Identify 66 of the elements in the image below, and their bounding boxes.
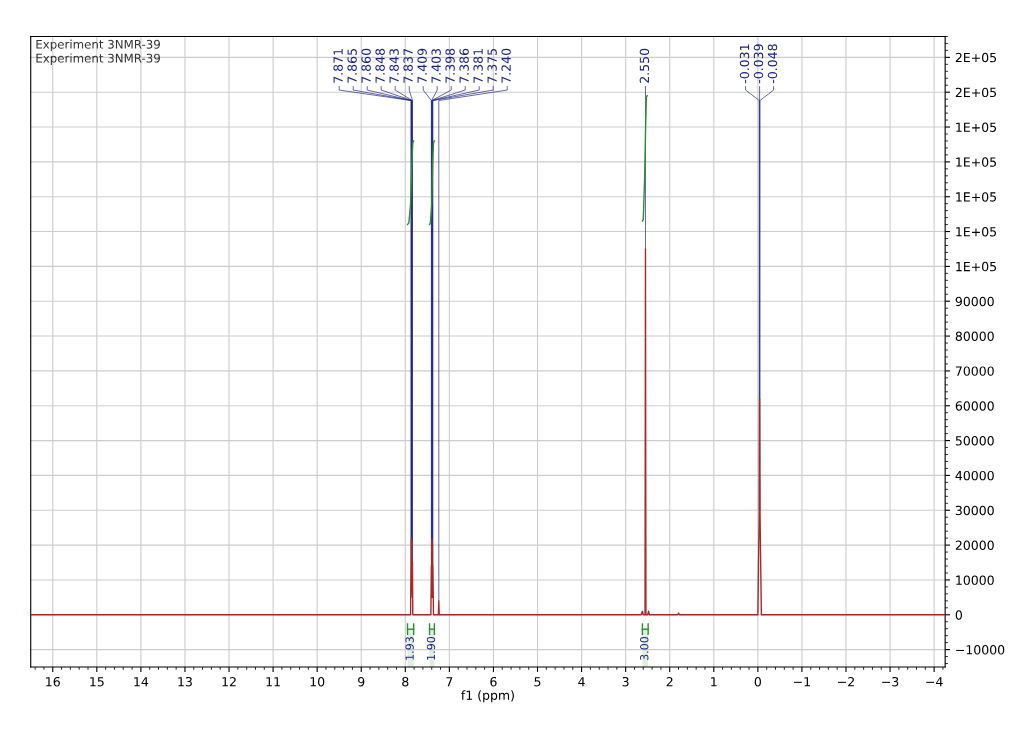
annotation: 7.843 — [389, 48, 399, 83]
annotation: 7.240 — [501, 48, 511, 83]
x-tick-label: 14 — [134, 677, 149, 687]
x-tick-label: −4 — [926, 677, 943, 687]
y-tick-label: 10000 — [956, 575, 994, 585]
y-tick-label: 1E+05 — [956, 157, 997, 167]
x-tick-label: 3 — [622, 676, 629, 687]
y-tick-label: 1E+05 — [956, 122, 997, 132]
annotation: 7.837 — [403, 49, 413, 83]
line-series — [406, 140, 415, 226]
annotation: 7.860 — [361, 48, 371, 83]
annotation: 7.381 — [473, 49, 483, 83]
x-tick-label: 7 — [446, 677, 453, 687]
x-tick-label: 5 — [534, 677, 541, 687]
annotation: -0.031 — [739, 44, 750, 84]
annotation: 7.865 — [347, 49, 357, 83]
y-tick-label: 50000 — [955, 436, 994, 446]
y-tick-label: 1E+05 — [956, 227, 997, 237]
y-tick-label: 2E+05 — [955, 52, 997, 63]
y-tick-label: −10000 — [956, 645, 1005, 655]
annotation: 7.375 — [487, 49, 497, 83]
x-tick-label: 16 — [46, 676, 60, 687]
y-tick-label: 20000 — [955, 540, 994, 551]
annotation: Experiment 3NMR-39 — [36, 53, 160, 65]
y-tick-label: 60000 — [955, 401, 994, 411]
band-label: 3.00 — [640, 636, 649, 661]
annotation: 7.409 — [417, 48, 427, 83]
line-series — [428, 140, 436, 226]
x-tick-label: −3 — [882, 676, 899, 687]
y-tick-label: 80000 — [955, 331, 994, 341]
y-tick-label: 1E+05 — [956, 261, 997, 272]
x-tick-label: −1 — [794, 677, 810, 687]
band-label: 1.93 — [405, 637, 414, 660]
y-tick-label: 30000 — [955, 505, 994, 516]
annotation: 7.398 — [445, 48, 455, 83]
annotation: Experiment 3NMR-39 — [36, 39, 160, 52]
x-tick-label: 13 — [178, 676, 192, 687]
x-tick-label: 0 — [754, 676, 762, 687]
annotation: 7.871 — [333, 49, 343, 83]
x-tick-label: 10 — [310, 676, 325, 687]
y-tick-label: 1E+05 — [956, 192, 997, 202]
line-series — [30, 248, 946, 616]
annotation: 7.386 — [459, 48, 469, 83]
line-series — [641, 94, 648, 222]
annotation: 7.403 — [431, 48, 441, 83]
annotation: -0.048 — [767, 44, 778, 84]
x-tick-label: 4 — [578, 677, 585, 687]
band-label: 1.90 — [426, 636, 436, 660]
x-tick-label: 2 — [666, 676, 673, 687]
x-tick-label: 9 — [358, 676, 365, 687]
annotation: 7.848 — [375, 48, 385, 83]
x-tick-label: −2 — [838, 676, 854, 687]
x-tick-label: 12 — [222, 676, 236, 687]
x-tick-label: 6 — [490, 676, 497, 687]
y-tick-label: 2E+05 — [955, 87, 997, 98]
x-tick-label: 15 — [90, 677, 104, 687]
x-axis-title: f1 (ppm) — [461, 690, 514, 703]
y-tick-label: 0 — [955, 610, 962, 620]
x-tick-label: 8 — [402, 676, 409, 687]
y-tick-label: 40000 — [955, 470, 994, 481]
y-tick-label: 70000 — [955, 366, 994, 376]
annotation: 2.550 — [639, 48, 650, 83]
y-tick-label: 90000 — [955, 296, 994, 307]
x-tick-label: 11 — [266, 677, 280, 687]
x-tick-label: 1 — [711, 677, 717, 687]
annotation: -0.039 — [753, 44, 764, 84]
